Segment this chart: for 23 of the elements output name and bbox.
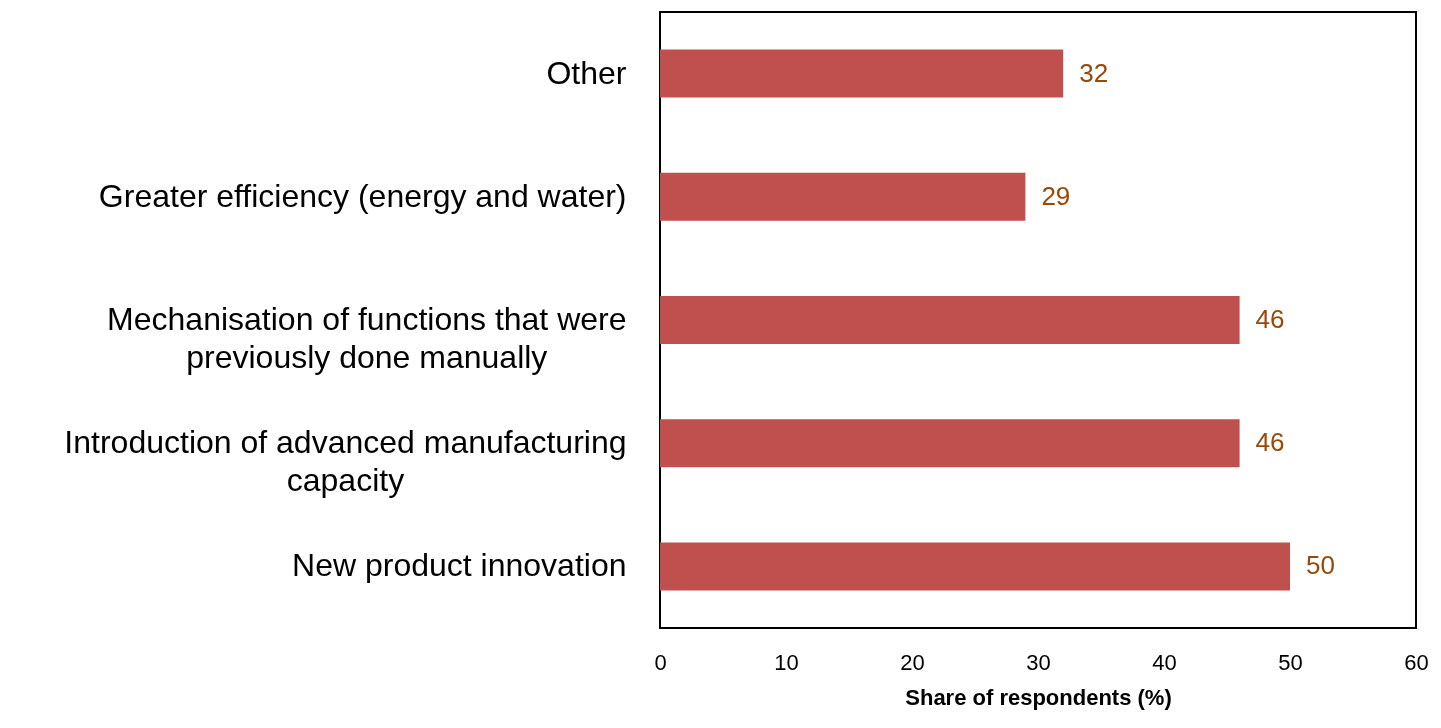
x-axis-title: Share of respondents (%)	[905, 684, 1172, 710]
x-tick-label: 60	[1404, 649, 1429, 675]
y-tick-label: Mechanisation of functions that were previously done manually	[107, 301, 627, 375]
x-tick-label: 0	[654, 649, 667, 675]
y-tick-label: Greater efficiency (energy and water)	[98, 177, 627, 214]
data-label: 29	[1041, 180, 1071, 211]
y-tick-label: Other	[546, 54, 627, 91]
data-label: 46	[1255, 304, 1285, 334]
x-tick-label: 10	[774, 649, 799, 675]
bar	[660, 49, 1064, 98]
bar	[660, 295, 1240, 345]
data-label: 32	[1079, 57, 1109, 88]
y-tick-label: New product innovation	[292, 547, 627, 584]
bar	[660, 419, 1240, 468]
x-tick-label: 50	[1278, 649, 1303, 675]
bar	[660, 542, 1290, 591]
data-label: 50	[1306, 550, 1335, 581]
x-tick-label: 20	[900, 649, 925, 675]
bar	[660, 172, 1026, 221]
data-label: 46	[1255, 427, 1285, 458]
x-tick-label: 40	[1152, 649, 1177, 675]
y-tick-label: Introduction of advanced manufacturing capacity	[64, 424, 627, 499]
x-tick-label: 30	[1026, 649, 1051, 675]
